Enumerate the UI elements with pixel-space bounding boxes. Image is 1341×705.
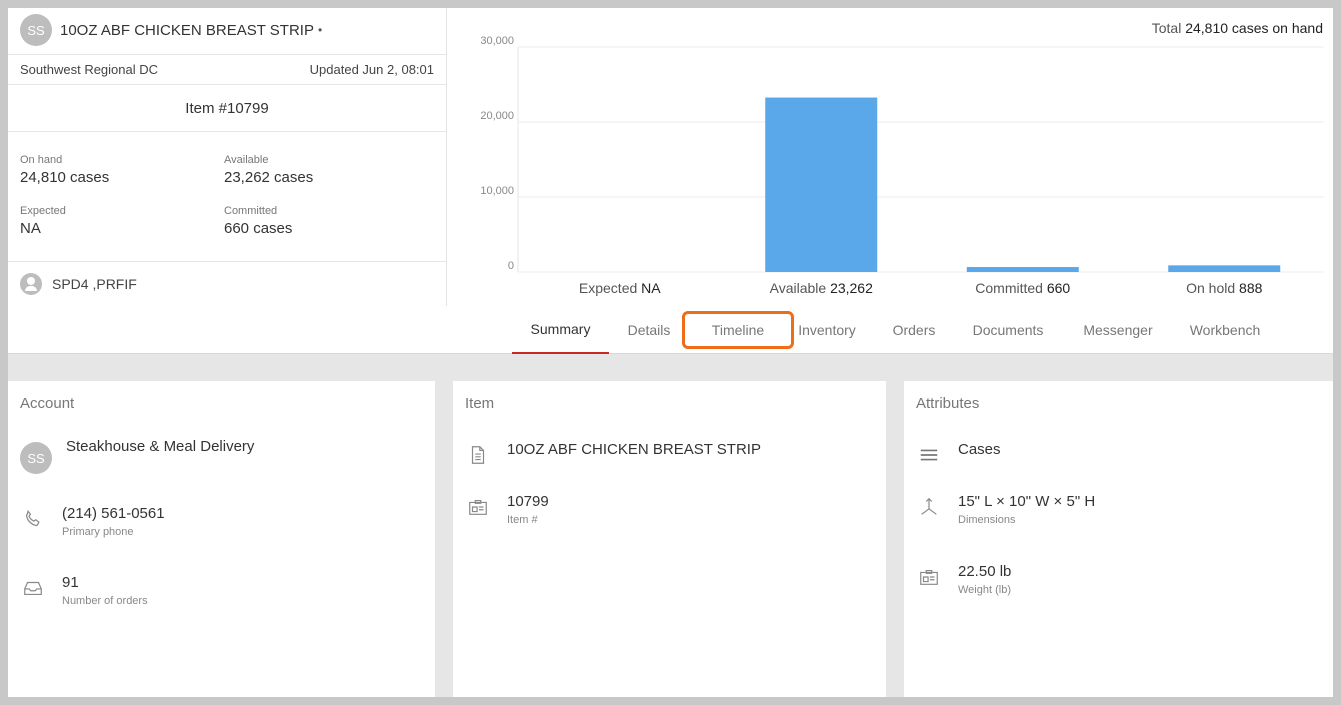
category-value: 23,262 [830, 280, 873, 296]
chart-svg: 0 10,000 20,000 30,000 Expected NA Available … [480, 35, 1324, 296]
item-info-panel: SS 10OZ ABF CHICKEN BREAST STRIP • South… [8, 8, 447, 306]
orders-value: 91 [62, 574, 79, 591]
owner-text: SPD4 ,PRFIF [52, 276, 137, 292]
tab-timeline[interactable]: Timeline [682, 311, 794, 349]
category-value: 888 [1239, 280, 1263, 296]
document-icon [465, 442, 491, 468]
x-category-label: Expected NA [579, 280, 661, 296]
dimensions-field[interactable]: 15" L × 10" W × 5" H Dimensions [916, 493, 1095, 526]
tab-messenger[interactable]: Messenger [1083, 322, 1153, 338]
weight-value: 22.50 lb [958, 563, 1012, 580]
y-tick-label: 10,000 [480, 185, 514, 197]
tab-inventory[interactable]: Inventory [798, 322, 856, 338]
orders-label: Number of orders [62, 595, 148, 607]
stat-label: On hand [20, 154, 63, 166]
tab-orders[interactable]: Orders [892, 322, 936, 338]
category-name: On hold [1186, 280, 1239, 296]
stat-label: Committed [224, 205, 278, 217]
phone-icon [20, 506, 46, 532]
card-title: Attributes [916, 395, 980, 412]
stat-label: Available [224, 154, 269, 166]
dimensions-value: 15" L × 10" W × 5" H [958, 493, 1096, 510]
total-on-hand: Total 24,810 cases on hand [1152, 20, 1323, 36]
item-overview: SS 10OZ ABF CHICKEN BREAST STRIP • South… [8, 8, 1333, 354]
category-name: Committed [975, 280, 1047, 296]
location-label: Southwest Regional DC [20, 62, 159, 77]
lines-icon [916, 442, 942, 468]
y-tick-label: 0 [508, 260, 514, 272]
tab-summary[interactable]: Summary [512, 306, 609, 354]
account-name-field[interactable]: SS Steakhouse & Meal Delivery [20, 438, 255, 474]
app-frame: SS 10OZ ABF CHICKEN BREAST STRIP • South… [8, 8, 1333, 697]
tab-workbench[interactable]: Workbench [1189, 322, 1261, 338]
card-title: Item [465, 395, 495, 412]
stat-on-hand: On hand 24,810 cases [20, 154, 220, 186]
inventory-chart: Total 24,810 cases on hand 0 10,000 20,000… [448, 8, 1333, 306]
account-card: Account SS Steakhouse & Meal Delivery (2… [8, 381, 435, 697]
category-name: Expected [579, 280, 641, 296]
user-icon [20, 273, 42, 295]
stat-value: 660 cases [224, 220, 293, 237]
stat-available: Available 23,262 cases [224, 154, 424, 186]
weight-field[interactable]: 22.50 lb Weight (lb) [916, 563, 1011, 596]
bar [765, 97, 878, 272]
attributes-card: Attributes Cases 15" L × 10" W × 5" H Di… [904, 381, 1333, 697]
category-value: NA [641, 280, 661, 296]
id-card-icon [465, 494, 491, 520]
avatar: SS [20, 14, 52, 46]
total-value: 24,810 cases on hand [1185, 20, 1323, 36]
tab-details[interactable]: Details [627, 322, 671, 338]
updated-label: Updated Jun 2, 08:01 [309, 62, 434, 77]
stat-committed: Committed 660 cases [224, 205, 424, 237]
id-card-icon [916, 564, 942, 590]
stat-value: 23,262 cases [224, 169, 314, 186]
bar [1168, 265, 1281, 272]
account-avatar: SS [20, 442, 52, 474]
y-tick-label: 30,000 [480, 35, 514, 47]
unit-field[interactable]: Cases [916, 441, 1001, 468]
unit-value: Cases [958, 441, 1001, 458]
item-number-field[interactable]: 10799 Item # [465, 493, 549, 526]
stat-label: Expected [20, 205, 66, 217]
owner-row[interactable]: SPD4 ,PRFIF [8, 261, 446, 306]
phone-value: (214) 561-0561 [62, 505, 165, 522]
y-tick-label: 20,000 [480, 110, 514, 122]
item-header: SS 10OZ ABF CHICKEN BREAST STRIP • [20, 13, 322, 47]
stat-value: 24,810 cases [20, 169, 110, 186]
bar [966, 267, 1079, 272]
phone-field[interactable]: (214) 561-0561 Primary phone [20, 505, 165, 538]
stat-value: NA [20, 220, 41, 237]
stat-expected: Expected NA [20, 205, 220, 237]
phone-label: Primary phone [62, 526, 134, 538]
tab-bar: Summary Details Timeline Inventory Order… [8, 306, 1333, 354]
inbox-icon [20, 575, 46, 601]
weight-label: Weight (lb) [958, 584, 1011, 596]
account-name: Steakhouse & Meal Delivery [66, 438, 255, 455]
avatar: SS [20, 442, 52, 474]
item-name: 10OZ ABF CHICKEN BREAST STRIP [507, 441, 761, 458]
card-title: Account [20, 395, 75, 412]
orders-field[interactable]: 91 Number of orders [20, 574, 148, 607]
item-number-label: Item # [507, 514, 538, 526]
item-number: Item #10799 [8, 85, 446, 132]
title-suffix: • [317, 23, 323, 37]
item-name-field[interactable]: 10OZ ABF CHICKEN BREAST STRIP [465, 441, 761, 468]
item-card: Item 10OZ ABF CHICKEN BREAST STRIP 10799… [453, 381, 886, 697]
dimensions-icon [916, 494, 942, 520]
x-category-label: Committed 660 [975, 280, 1070, 296]
category-value: 660 [1047, 280, 1071, 296]
total-prefix: Total [1151, 20, 1182, 36]
location-row: Southwest Regional DC Updated Jun 2, 08:… [8, 54, 446, 85]
x-category-label: Available 23,262 [770, 280, 873, 296]
item-number-value: 10799 [507, 493, 549, 510]
x-category-label: On hold 888 [1186, 280, 1263, 296]
tab-documents[interactable]: Documents [972, 322, 1044, 338]
item-title: 10OZ ABF CHICKEN BREAST STRIP [60, 21, 314, 39]
category-name: Available [770, 280, 830, 296]
dimensions-label: Dimensions [958, 514, 1016, 526]
